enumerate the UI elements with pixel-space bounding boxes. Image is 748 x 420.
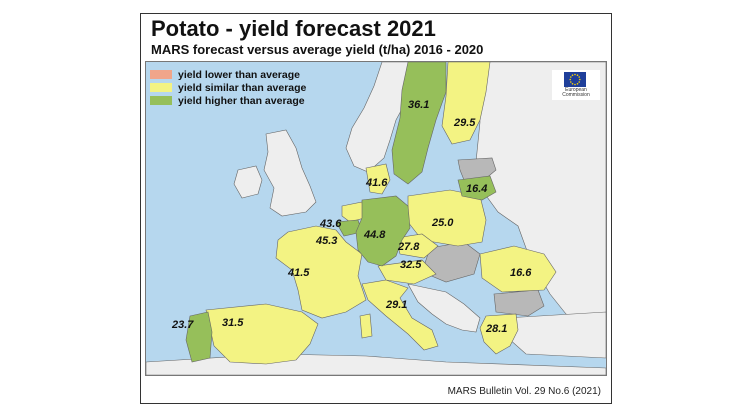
czechia [395, 233, 439, 259]
value-label-lithuania: 16.4 [466, 183, 487, 195]
value-label-poland: 25.0 [431, 217, 454, 229]
map-figure: Potato - yield forecast 2021 MARS foreca… [140, 13, 612, 404]
map-title: Potato - yield forecast 2021 [151, 16, 436, 41]
value-label-romania: 16.6 [510, 267, 532, 279]
legend-item-lower: yield lower than average [150, 68, 306, 81]
europe-map-svg: 36.1 29.5 41.6 16.4 43.6 45.3 44.8 25.0 … [146, 62, 606, 375]
value-label-czechia: 27.8 [397, 241, 420, 253]
legend-swatch-higher [150, 96, 172, 105]
legend-label-higher: yield higher than average [178, 94, 305, 107]
value-label-belgium: 45.3 [315, 235, 337, 247]
ireland [233, 165, 263, 199]
value-label-finland: 29.5 [453, 117, 476, 129]
map-subtitle: MARS forecast versus average yield (t/ha… [151, 42, 484, 57]
romania [479, 245, 557, 293]
value-label-portugal: 23.7 [171, 319, 194, 331]
poland [407, 189, 487, 247]
balkans [407, 283, 481, 333]
legend-item-higher: yield higher than average [150, 94, 306, 107]
map-legend: yield lower than average yield similar t… [150, 68, 306, 107]
eu-logo-text: European Commission [562, 87, 590, 98]
value-label-germany: 44.8 [363, 229, 386, 241]
denmark [365, 163, 391, 195]
value-label-greece: 28.1 [485, 323, 507, 335]
value-label-denmark: 41.6 [365, 177, 388, 189]
greece [479, 313, 519, 355]
value-label-netherlands: 43.6 [319, 218, 342, 230]
italy [361, 279, 439, 351]
germany [355, 195, 411, 267]
legend-item-similar: yield similar than average [150, 81, 306, 94]
eu-flag-icon [564, 72, 586, 87]
value-label-sweden: 36.1 [408, 99, 429, 111]
value-label-austria: 32.5 [400, 259, 422, 271]
great-britain [263, 129, 317, 217]
austria [377, 259, 437, 285]
spain [205, 303, 319, 365]
sweden [391, 62, 447, 185]
legend-swatch-lower [150, 70, 172, 79]
legend-label-lower: yield lower than average [178, 68, 300, 81]
legend-label-similar: yield similar than average [178, 81, 307, 94]
europe-map: 36.1 29.5 41.6 16.4 43.6 45.3 44.8 25.0 … [145, 61, 607, 376]
lithuania [457, 175, 497, 201]
france [275, 225, 367, 319]
value-label-spain: 31.5 [222, 317, 244, 329]
european-commission-logo: European Commission [552, 70, 600, 100]
finland [441, 62, 491, 145]
portugal [185, 311, 213, 363]
legend-swatch-similar [150, 83, 172, 92]
value-label-france: 41.5 [287, 267, 310, 279]
sardinia [359, 313, 373, 339]
bulletin-reference: MARS Bulletin Vol. 29 No.6 (2021) [447, 386, 601, 397]
value-label-italy: 29.1 [385, 299, 407, 311]
